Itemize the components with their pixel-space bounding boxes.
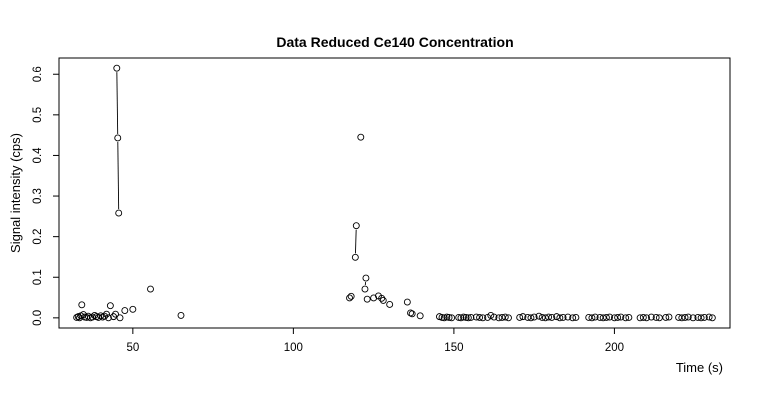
data-point — [362, 286, 368, 292]
data-point — [107, 303, 113, 309]
y-tick-label: 0.4 — [32, 147, 44, 164]
data-point — [417, 313, 423, 319]
data-point — [79, 302, 85, 308]
data-point — [363, 275, 369, 281]
data-point — [364, 296, 370, 302]
chart-title: Data Reduced Ce140 Concentration — [276, 34, 513, 50]
x-tick-label: 100 — [284, 342, 303, 354]
data-point — [348, 293, 354, 299]
x-tick-label: 150 — [444, 342, 463, 354]
data-point — [117, 315, 123, 321]
axis-ticks: 50 100 150 200 0.0 0.1 0.2 0.3 0.4 0.5 0.6 — [32, 66, 624, 354]
data-point — [148, 286, 154, 292]
data-point — [115, 135, 121, 141]
data-point — [130, 306, 136, 312]
series-line-segment — [118, 142, 119, 209]
y-tick-label: 0.5 — [32, 107, 44, 123]
data-point — [387, 301, 393, 307]
data-point — [116, 210, 122, 216]
data-point — [114, 65, 120, 71]
series-line-segment — [117, 72, 118, 134]
data-point — [353, 223, 359, 229]
connecting-lines — [117, 72, 366, 285]
data-point — [347, 295, 353, 301]
data-point — [178, 312, 184, 318]
series-line-segment — [355, 230, 356, 254]
x-axis-label: Time (s) — [676, 360, 723, 375]
data-point — [122, 308, 128, 314]
y-tick-label: 0.0 — [32, 310, 44, 326]
y-tick-label: 0.1 — [32, 269, 44, 285]
data-point — [404, 299, 410, 305]
data-point — [352, 254, 358, 260]
y-tick-label: 0.3 — [32, 188, 44, 204]
plot-frame — [59, 58, 730, 328]
x-tick-label: 200 — [605, 342, 624, 354]
data-point — [358, 134, 364, 140]
x-tick-label: 50 — [126, 342, 139, 354]
y-tick-label: 0.6 — [32, 66, 44, 82]
y-axis-label: Signal intensity (cps) — [8, 133, 23, 253]
y-tick-label: 0.2 — [32, 229, 44, 245]
data-points — [74, 65, 716, 321]
